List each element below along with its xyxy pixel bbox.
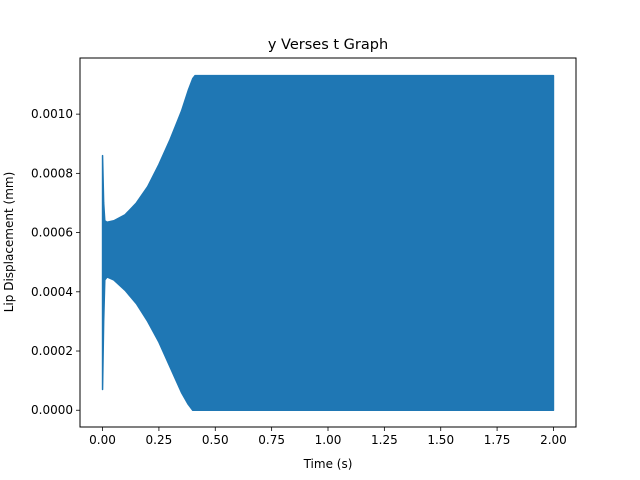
x-tick-label: 2.00 bbox=[540, 433, 567, 447]
x-axis: 0.00 0.25 0.50 0.75 1.00 1.25 1.50 1.75 2.00 bbox=[89, 427, 567, 447]
y-axis-label: Lip Displacement (mm) bbox=[2, 172, 16, 313]
y-tick-label: 0.0000 bbox=[31, 403, 73, 417]
x-axis-label: Time (s) bbox=[303, 457, 353, 471]
x-tick-label: 0.50 bbox=[202, 433, 229, 447]
series-envelope-0 bbox=[101, 74, 555, 411]
plot-area bbox=[101, 74, 555, 411]
y-tick-label: 0.0002 bbox=[31, 344, 73, 358]
x-tick-label: 1.50 bbox=[427, 433, 454, 447]
axes-frame bbox=[79, 57, 577, 428]
x-tick-label: 0.75 bbox=[258, 433, 285, 447]
x-tick-label: 1.00 bbox=[315, 433, 342, 447]
y-axis: 0.0000 0.0002 0.0004 0.0006 0.0008 0.0010 bbox=[31, 107, 80, 417]
chart-title: y Verses t Graph bbox=[268, 37, 388, 53]
y-tick-label: 0.0010 bbox=[31, 107, 73, 121]
x-tick-label: 1.75 bbox=[484, 433, 511, 447]
y-tick-label: 0.0004 bbox=[31, 285, 73, 299]
y-tick-label: 0.0006 bbox=[31, 226, 73, 240]
x-tick-label: 0.00 bbox=[89, 433, 116, 447]
y-tick-label: 0.0008 bbox=[31, 166, 73, 180]
x-tick-label: 0.25 bbox=[146, 433, 173, 447]
x-tick-label: 1.25 bbox=[371, 433, 398, 447]
